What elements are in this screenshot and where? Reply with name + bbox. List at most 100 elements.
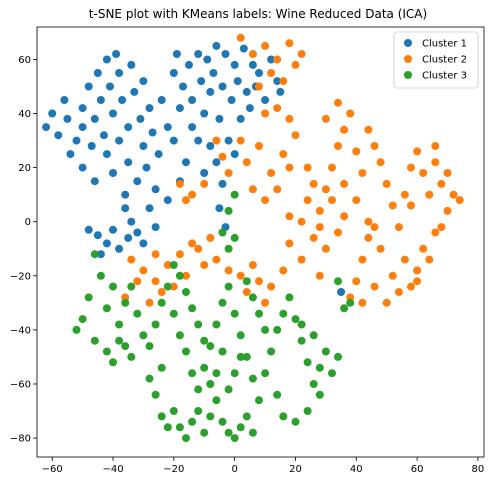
data-point-cluster-2	[394, 288, 403, 296]
data-point-cluster-1	[163, 123, 172, 132]
data-point-cluster-1	[102, 55, 111, 64]
data-point-cluster-3	[90, 250, 99, 259]
plot-frame	[36, 26, 485, 458]
data-point-cluster-1	[182, 158, 190, 167]
data-point-cluster-1	[121, 204, 130, 213]
data-point-cluster-3	[248, 293, 257, 302]
data-point-cluster-2	[437, 223, 446, 232]
data-point-cluster-2	[297, 255, 306, 264]
data-point-cluster-2	[388, 201, 397, 210]
data-point-cluster-2	[364, 233, 373, 242]
data-point-cluster-1	[139, 77, 148, 86]
data-point-cluster-2	[261, 298, 270, 307]
data-point-cluster-3	[255, 309, 263, 318]
data-point-cluster-1	[96, 250, 105, 259]
data-point-cluster-2	[291, 131, 300, 140]
legend-marker	[404, 55, 412, 63]
data-point-cluster-1	[227, 96, 236, 104]
data-point-cluster-3	[169, 261, 178, 269]
x-tick-label: 0	[231, 464, 237, 475]
data-point-cluster-1	[236, 114, 245, 123]
data-point-cluster-2	[358, 169, 367, 177]
data-point-cluster-2	[352, 277, 361, 286]
data-point-cluster-3	[230, 309, 239, 318]
data-point-cluster-3	[236, 352, 245, 361]
data-point-cluster-1	[118, 96, 127, 104]
data-point-cluster-2	[382, 179, 391, 188]
data-point-cluster-3	[297, 320, 306, 329]
data-point-cluster-1	[145, 204, 154, 213]
data-point-cluster-3	[175, 423, 184, 432]
data-point-cluster-3	[151, 320, 160, 329]
data-point-cluster-2	[188, 239, 197, 248]
data-point-cluster-1	[267, 55, 276, 64]
data-point-cluster-2	[151, 250, 160, 259]
data-point-cluster-2	[267, 282, 276, 291]
data-point-cluster-2	[182, 196, 190, 205]
data-point-cluster-1	[136, 114, 145, 123]
data-point-cluster-2	[273, 104, 282, 113]
data-point-cluster-2	[413, 277, 422, 286]
data-point-cluster-1	[115, 69, 124, 77]
data-point-cluster-2	[352, 196, 361, 205]
data-point-cluster-2	[200, 179, 209, 188]
data-point-cluster-2	[212, 255, 221, 264]
data-point-cluster-3	[218, 228, 227, 237]
data-point-cluster-1	[42, 123, 51, 132]
data-point-cluster-1	[194, 50, 203, 58]
data-point-cluster-2	[279, 77, 288, 86]
data-point-cluster-2	[297, 217, 306, 226]
data-point-cluster-3	[218, 347, 227, 356]
data-point-cluster-2	[285, 163, 294, 172]
data-point-cluster-3	[224, 244, 233, 253]
data-point-cluster-3	[242, 412, 251, 421]
data-point-cluster-3	[242, 352, 251, 361]
data-point-cluster-1	[276, 87, 285, 96]
data-point-cluster-3	[157, 363, 166, 372]
data-point-cluster-2	[175, 179, 184, 188]
data-point-cluster-2	[431, 142, 440, 150]
y-tick-label: −20	[10, 271, 31, 282]
data-point-cluster-1	[221, 50, 230, 58]
data-point-cluster-3	[127, 282, 136, 291]
data-point-cluster-3	[169, 309, 178, 318]
data-point-cluster-3	[200, 363, 209, 372]
data-point-cluster-2	[376, 244, 385, 253]
data-point-cluster-2	[127, 255, 136, 264]
data-point-cluster-1	[115, 136, 124, 145]
x-tick-label: −40	[102, 464, 123, 475]
data-point-cluster-3	[230, 190, 239, 199]
data-point-cluster-2	[334, 228, 342, 237]
data-point-cluster-3	[194, 320, 203, 329]
legend: Cluster 1 Cluster 2 Cluster 3	[393, 31, 479, 89]
data-point-cluster-3	[102, 304, 111, 313]
data-point-cluster-3	[303, 358, 312, 367]
data-point-cluster-3	[127, 352, 136, 361]
data-point-cluster-3	[267, 347, 276, 356]
data-point-cluster-2	[309, 179, 318, 188]
data-point-cluster-1	[124, 123, 133, 132]
data-point-cluster-1	[233, 77, 242, 86]
data-point-cluster-3	[340, 304, 349, 313]
data-point-cluster-3	[188, 304, 197, 313]
legend-marker	[404, 71, 412, 79]
data-point-cluster-3	[242, 277, 251, 286]
x-axis: −60 −40 −20 0 20 40 60 80	[42, 457, 484, 475]
data-point-cluster-1	[127, 217, 136, 226]
data-point-cluster-3	[279, 412, 288, 421]
data-point-cluster-3	[194, 385, 203, 394]
data-point-cluster-1	[169, 69, 178, 77]
data-point-cluster-2	[261, 196, 270, 205]
data-point-cluster-3	[84, 293, 93, 302]
data-point-cluster-2	[340, 179, 349, 188]
data-point-cluster-2	[407, 201, 415, 210]
y-tick-label: −80	[10, 434, 31, 445]
data-point-cluster-3	[182, 288, 190, 296]
points-layer	[42, 33, 464, 443]
data-point-cluster-2	[297, 50, 306, 58]
data-point-cluster-2	[255, 82, 263, 91]
legend-marker	[404, 39, 412, 47]
data-point-cluster-1	[151, 223, 160, 232]
data-point-cluster-1	[48, 109, 57, 118]
